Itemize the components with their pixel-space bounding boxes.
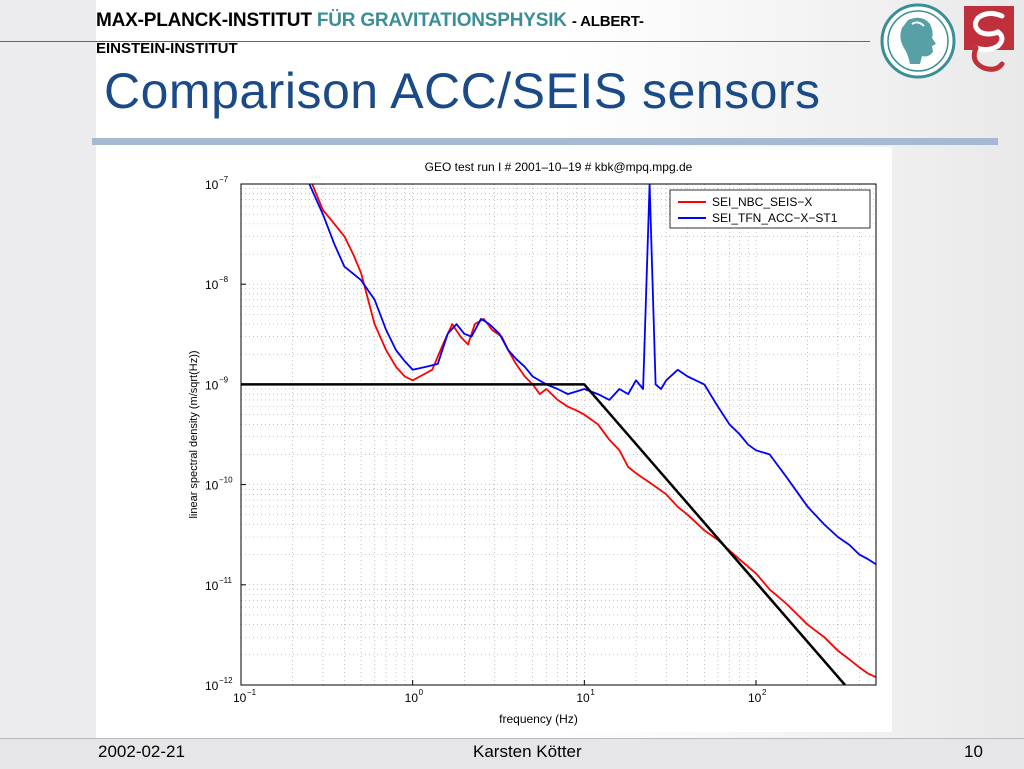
y-axis-label: linear spectral density (m/sqrt(Hz)) <box>188 350 200 518</box>
footer-author: Karsten Kötter <box>473 742 582 761</box>
y-tick-exponent: −9 <box>219 375 229 384</box>
institute-name-part3: - ALBERT- <box>571 13 644 30</box>
x-tick-label: 10 <box>405 691 419 705</box>
institute-name-line1: MAX-PLANCK-INSTITUT FÜR GRAVITATIONSPHYS… <box>96 10 644 32</box>
footer-page-number: 10 <box>964 742 983 761</box>
series-line-3 <box>241 383 846 685</box>
title-underline-bar <box>92 138 998 145</box>
slide-title: Comparison ACC/SEIS sensors <box>104 63 821 119</box>
y-tick-label: 10 <box>205 679 219 693</box>
x-tick-exponent: 2 <box>762 688 767 697</box>
legend-label: SEI_NBC_SEIS−X <box>712 195 812 209</box>
y-tick-exponent: −8 <box>219 275 229 284</box>
y-tick-label: 10 <box>205 178 219 192</box>
x-tick-label: 10 <box>748 691 762 705</box>
y-tick-exponent: −10 <box>219 476 233 485</box>
chart-title: GEO test run I # 2001–10–19 # kbk@mpq.mp… <box>425 160 693 174</box>
institute-g-logo <box>962 4 1018 78</box>
footer-bar <box>0 738 1024 769</box>
chart-panel: 10 −1 10 0 10 1 10 2 10 −7 10 −8 10 −9 10 −10 10 −11 10 −12… <box>179 147 892 732</box>
x-axis-label: frequency (Hz) <box>499 712 578 726</box>
x-tick-label: 10 <box>233 691 247 705</box>
institute-name-part1: MAX-PLANCK-INSTITUT <box>96 10 312 31</box>
y-tick-label: 10 <box>205 579 219 593</box>
legend-label: SEI_TFN_ACC−X−ST1 <box>712 211 838 225</box>
x-tick-label: 10 <box>576 691 590 705</box>
legend-box <box>669 189 871 229</box>
y-tick-label: 10 <box>205 278 219 292</box>
minerva-logo <box>878 2 958 80</box>
x-tick-exponent: −1 <box>247 688 257 697</box>
institute-name-part2: FÜR GRAVITATIONSPHYSIK <box>316 10 567 31</box>
header-divider <box>0 41 870 42</box>
x-tick-exponent: 1 <box>590 688 595 697</box>
institute-name-line2: EINSTEIN-INSTITUT <box>96 40 238 57</box>
y-tick-exponent: −11 <box>219 576 233 585</box>
x-tick-exponent: 0 <box>419 688 424 697</box>
y-tick-label: 10 <box>205 378 219 392</box>
series-line-1 <box>311 184 876 678</box>
y-tick-label: 10 <box>205 479 219 493</box>
footer-date: 2002-02-21 <box>98 742 185 761</box>
left-rule <box>0 0 96 768</box>
y-tick-exponent: −7 <box>219 175 229 184</box>
y-tick-exponent: −12 <box>219 676 233 685</box>
axes-frame <box>240 183 877 686</box>
